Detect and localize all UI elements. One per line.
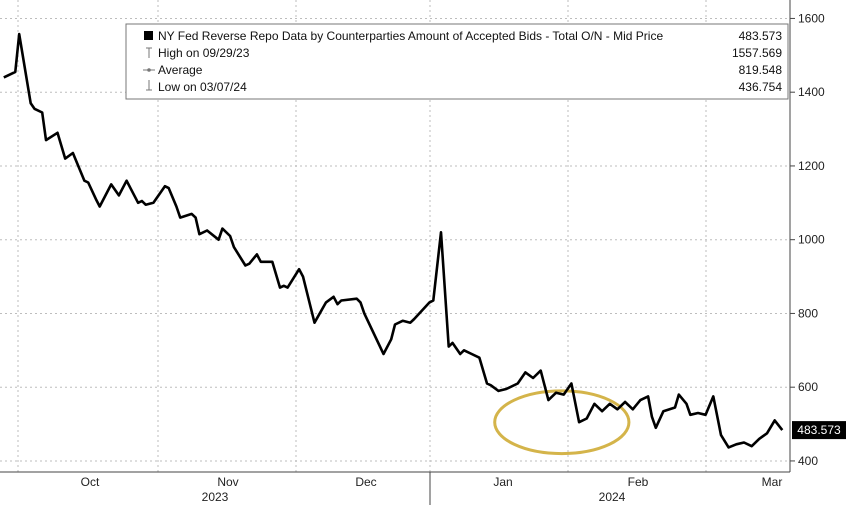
x-tick-label: Mar bbox=[762, 475, 783, 489]
series-line bbox=[3, 32, 784, 449]
last-value-label: 483.573 bbox=[797, 423, 841, 437]
last-value-tag-box bbox=[792, 421, 846, 440]
x-tick-label: Feb bbox=[628, 475, 649, 489]
x-year-label: 2024 bbox=[599, 490, 626, 504]
y-tick-label: 1600 bbox=[798, 11, 825, 25]
legend-high-value: 1557.569 bbox=[732, 46, 782, 60]
legend-average-value: 819.548 bbox=[739, 63, 783, 77]
x-tick-label: Nov bbox=[217, 475, 238, 489]
x-tick-label: Jan bbox=[493, 475, 512, 489]
legend-high-label: High on 09/29/23 bbox=[158, 46, 250, 60]
y-tick-label: 600 bbox=[798, 380, 818, 394]
y-tick-label: 1000 bbox=[798, 233, 825, 247]
x-year-label: 2023 bbox=[202, 490, 229, 504]
y-tick-label: 800 bbox=[798, 306, 818, 320]
average-marker-icon bbox=[143, 68, 155, 72]
legend-series-label: NY Fed Reverse Repo Data by Counterparti… bbox=[158, 29, 663, 43]
last-value-tag: 483.573 bbox=[792, 421, 846, 440]
x-tick-label: Dec bbox=[355, 475, 376, 489]
chart-axes: 400 600 800 1000 1200 1400 1600 Oct Nov Dec Jan Feb… bbox=[0, 0, 825, 505]
annotation-layer bbox=[493, 389, 631, 456]
y-tick-label: 400 bbox=[798, 454, 818, 468]
legend-series-value: 483.573 bbox=[739, 29, 783, 43]
legend-average-label: Average bbox=[158, 63, 203, 77]
legend-frame bbox=[125, 23, 789, 100]
series-layer bbox=[3, 32, 784, 449]
legend-low-value: 436.754 bbox=[739, 80, 783, 94]
chart-legend: NY Fed Reverse Repo Data by Counterparti… bbox=[125, 23, 789, 100]
low-marker-icon bbox=[146, 80, 152, 91]
series-swatch bbox=[144, 31, 153, 40]
y-tick-label: 1400 bbox=[798, 85, 825, 99]
y-tick-label: 1200 bbox=[798, 159, 825, 173]
x-tick-label: Oct bbox=[81, 475, 100, 489]
high-marker-icon bbox=[146, 47, 152, 58]
annotation-ellipse bbox=[493, 389, 631, 456]
legend-low-label: Low on 03/07/24 bbox=[158, 80, 247, 94]
